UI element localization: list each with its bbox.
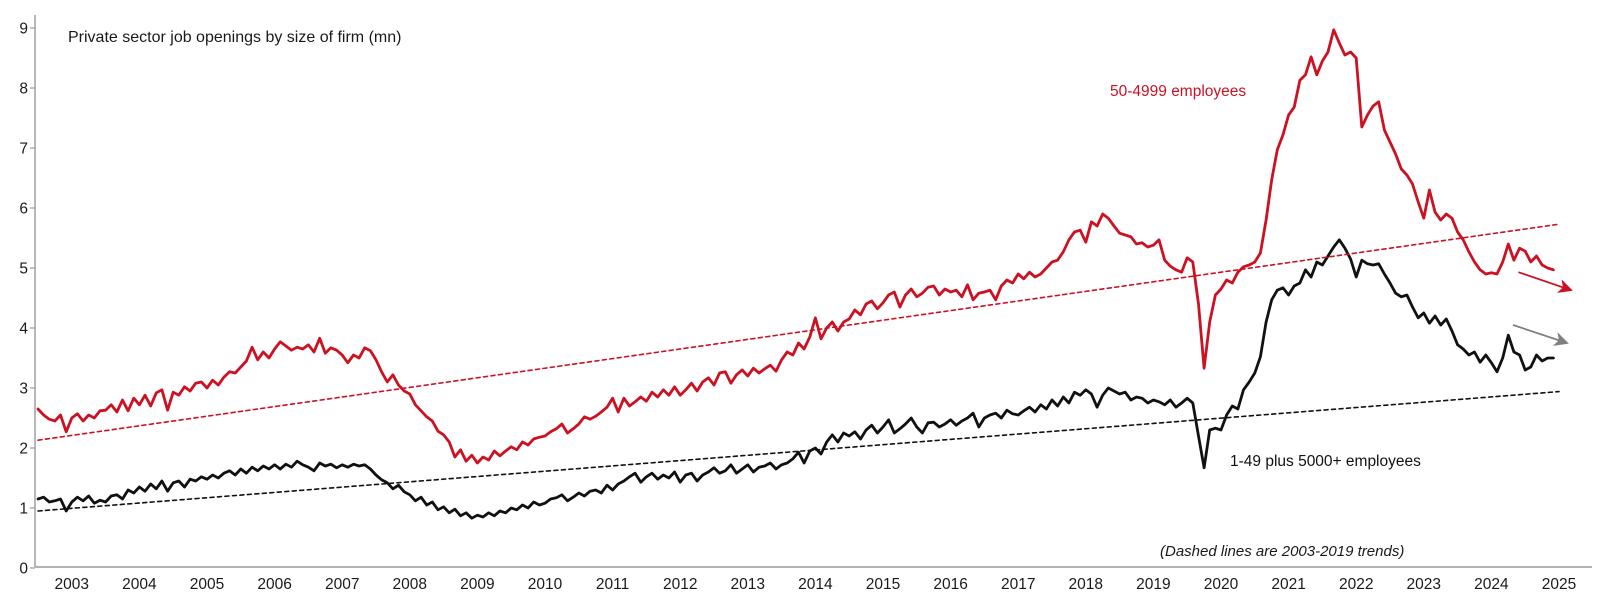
series-50-4999-employees-2003-2019-trend: [37, 223, 1560, 441]
red-direction-arrow: [1518, 271, 1573, 293]
series-1-49-plus-5000-employees: [36, 238, 1555, 520]
series-1-49-plus-5000-employees-2003-2019-trend: [37, 390, 1560, 512]
y-tick-label: 0: [19, 561, 28, 578]
x-tick-label: 2011: [596, 576, 629, 593]
x-tick-label: 2007: [325, 576, 359, 593]
y-tick-label: 3: [19, 381, 28, 398]
chart-title: Private sector job openings by size of f…: [68, 29, 401, 46]
x-tick-label: 2020: [1204, 576, 1239, 593]
x-tick-label: 2016: [933, 576, 967, 593]
x-tick-label: 2019: [1136, 576, 1170, 593]
y-tick-label: 1: [19, 501, 28, 518]
x-tick-label: 2013: [731, 576, 765, 593]
red-series-label: 50-4999 employees: [1110, 83, 1246, 100]
y-tick-label: 5: [19, 261, 28, 278]
x-tick-label: 2024: [1474, 576, 1509, 593]
x-tick-label: 2006: [257, 576, 291, 593]
x-tick-label: 2003: [55, 576, 89, 593]
x-tick-label: 2025: [1542, 576, 1576, 593]
x-tick-label: 2005: [190, 576, 224, 593]
plot-layer: [36, 28, 1573, 520]
gray-direction-arrow: [1512, 324, 1569, 346]
x-tick-label: 2015: [866, 576, 900, 593]
y-tick-label: 2: [19, 441, 28, 458]
x-tick-label: 2008: [393, 576, 427, 593]
x-tick-label: 2012: [663, 576, 697, 593]
y-tick-label: 8: [19, 81, 28, 98]
x-axis-ticks: 2003 2004 2005 2006 2007 2008 2009 2010 2011 2012…: [55, 576, 1577, 593]
x-tick-label: 2017: [1001, 576, 1035, 593]
x-tick-label: 2022: [1339, 576, 1373, 593]
x-tick-label: 2004: [122, 576, 157, 593]
x-tick-label: 2018: [1069, 576, 1103, 593]
x-tick-label: 2023: [1407, 576, 1441, 593]
y-tick-label: 7: [19, 141, 28, 158]
y-tick-label: 9: [19, 21, 28, 38]
y-axis-ticks: 0 1 2 3 4 5 6 7 8 9: [19, 21, 35, 578]
x-tick-label: 2021: [1271, 576, 1305, 593]
y-tick-label: 4: [19, 321, 28, 338]
x-tick-label: 2014: [798, 576, 833, 593]
black-series-label: 1-49 plus 5000+ employees: [1230, 453, 1421, 470]
x-tick-label: 2010: [528, 576, 563, 593]
trend-footnote: (Dashed lines are 2003-2019 trends): [1160, 543, 1404, 560]
series-50-4999-employees: [36, 28, 1555, 465]
x-tick-label: 2009: [460, 576, 494, 593]
y-tick-label: 6: [19, 201, 28, 218]
